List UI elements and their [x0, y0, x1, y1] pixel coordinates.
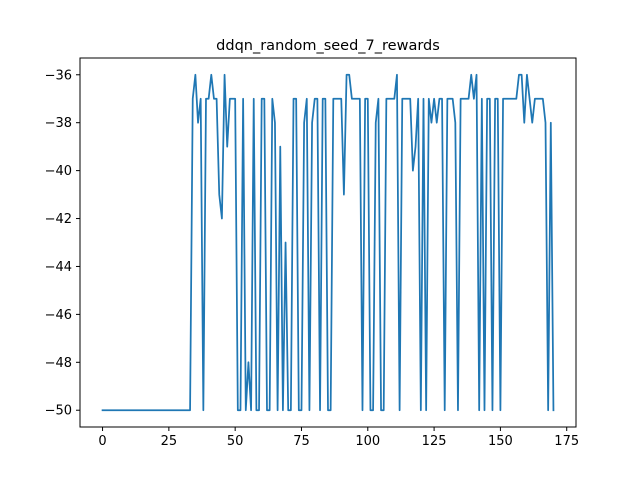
y-tick-label: −36 — [45, 68, 72, 83]
y-tick-label: −44 — [45, 260, 72, 275]
y-tick-label: −48 — [45, 356, 72, 371]
x-tick-label: 50 — [227, 434, 244, 449]
x-tick-label: 175 — [554, 434, 579, 449]
y-tick-label: −40 — [45, 164, 72, 179]
series-line-0 — [101, 73, 555, 412]
axes-frame — [79, 57, 577, 428]
x-tick-label: 125 — [422, 434, 447, 449]
x-tick-label: 0 — [98, 434, 106, 449]
x-tick-label: 25 — [161, 434, 178, 449]
x-tick-label: 100 — [355, 434, 380, 449]
y-tick-label: −42 — [45, 212, 72, 227]
x-tick-label: 75 — [293, 434, 310, 449]
y-tick-label: −46 — [45, 308, 72, 323]
x-tick-label: 150 — [488, 434, 513, 449]
plot-layer — [101, 73, 555, 412]
y-tick-label: −50 — [45, 404, 72, 419]
chart-title: ddqn_random_seed_7_rewards — [216, 38, 440, 54]
axes-layer: 0 25 50 75 100 125 150 175 −50 −48 −46 −44 −42 −40 −38… — [45, 57, 579, 449]
y-tick-label: −38 — [45, 116, 72, 131]
